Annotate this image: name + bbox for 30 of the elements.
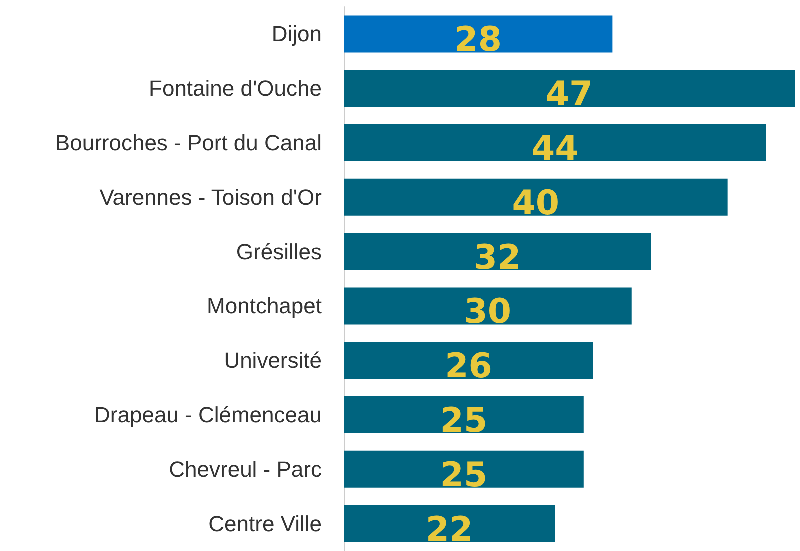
y-tick-label: Université xyxy=(224,348,322,374)
data-label: 30 xyxy=(464,292,512,332)
bar xyxy=(344,396,584,434)
y-tick-label: Fontaine d'Ouche xyxy=(149,76,322,102)
bar xyxy=(344,70,795,108)
bar xyxy=(344,450,584,488)
bar xyxy=(344,124,766,162)
bar xyxy=(344,342,594,380)
data-label: 44 xyxy=(531,129,579,169)
y-tick-label: Drapeau - Clémenceau xyxy=(94,402,322,428)
data-label: 25 xyxy=(440,455,488,496)
y-tick-label: Dijon xyxy=(272,22,322,47)
y-tick-label: Chevreul - Parc xyxy=(169,456,322,482)
y-tick-label: Montchapet xyxy=(207,294,322,319)
data-label: 25 xyxy=(440,401,488,441)
y-tick-label: Grésilles xyxy=(236,239,322,264)
bar xyxy=(344,178,728,216)
data-label: 32 xyxy=(474,238,522,278)
bar xyxy=(344,505,556,542)
y-tick-label: Varennes - Toison d'Or xyxy=(100,184,322,210)
y-tick-label: Bourroches - Port du Canal xyxy=(55,130,322,156)
bar xyxy=(344,16,613,53)
bar xyxy=(344,288,632,325)
data-label: 40 xyxy=(512,183,560,224)
bar xyxy=(344,233,652,270)
data-label: 26 xyxy=(445,346,492,387)
data-label: 28 xyxy=(454,20,502,60)
y-tick-label: Centre Ville xyxy=(208,511,322,536)
data-label: 47 xyxy=(546,74,594,115)
data-label: 22 xyxy=(426,510,474,550)
